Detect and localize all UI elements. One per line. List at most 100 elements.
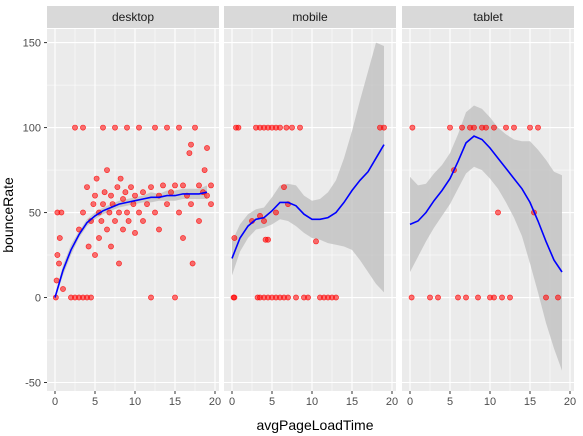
data-point [101,189,108,196]
facet-strip [47,6,219,28]
data-point [289,124,295,131]
panel-mobile: mobile 0 5 10 15 20 [224,6,398,408]
panel-desktop: desktop 0 5 10 15 20 [47,6,221,408]
facet-strip-label: desktop [112,10,154,24]
data-point [273,209,279,216]
x-tick-label: 0 [52,396,58,408]
data-point [408,294,415,301]
data-point [283,124,290,131]
data-point [56,260,62,267]
data-point [511,124,517,131]
data-point [277,124,283,131]
panel-background [47,29,219,391]
data-point [144,201,150,207]
data-point [112,124,118,131]
data-point [58,209,65,216]
data-point [140,189,146,196]
data-point [196,218,202,224]
data-point [455,294,461,301]
data-point [196,182,202,189]
data-point [80,124,86,131]
data-point [156,226,162,233]
data-point [475,294,481,301]
data-point [116,209,122,216]
data-point [72,124,78,131]
data-point [172,182,178,189]
x-axis-title: avgPageLoadTime [256,417,373,433]
data-point [188,141,194,148]
data-point [132,192,138,199]
data-point [435,294,441,301]
data-point [56,235,63,241]
smooth-line [54,191,208,298]
data-point [120,226,126,233]
y-tick-label: 150 [23,38,41,50]
facet-strip [402,6,574,28]
data-point [130,201,137,207]
data-point [507,294,513,301]
data-point [281,184,287,190]
data-point [265,236,271,243]
data-point [297,124,303,131]
data-point [128,184,134,190]
data-point [285,294,291,301]
data-point [124,209,130,216]
data-point [495,209,501,216]
data-point [108,192,114,199]
data-point [164,201,170,207]
data-point [261,218,267,224]
data-point [132,229,138,236]
data-point [535,124,541,131]
data-point [491,294,497,301]
y-tick-label: 100 [23,123,41,135]
data-point [124,124,130,131]
data-point [313,238,319,245]
data-point [114,184,121,190]
x-tick-label: 0 [229,396,235,408]
facet-strip-label: tablet [473,10,503,24]
data-point [84,184,90,190]
data-point [168,189,174,196]
x-tick-label: 20 [209,396,221,408]
data-point [235,124,242,131]
y-axis-title: bounceRate [0,177,16,253]
data-point [98,218,105,224]
data-point [333,294,339,301]
data-point [204,192,210,199]
data-point [152,209,158,216]
x-tick-label: 15 [346,396,358,408]
data-point [180,182,186,189]
x-tick-label: 10 [129,396,141,408]
data-point [93,175,100,182]
data-point [53,277,60,284]
data-point [208,201,214,207]
data-point [409,124,416,131]
data-point [80,209,86,216]
data-point [381,124,387,131]
x-tick-label: 15 [524,396,536,408]
data-point [483,124,489,131]
y-tick-label: 50 [29,208,41,220]
data-point [503,124,509,131]
data-point [172,294,178,301]
data-point [152,124,158,131]
data-point [201,167,208,173]
x-tick-label: 0 [407,396,413,408]
data-point [120,196,126,202]
x-tick-label: 20 [564,396,576,408]
x-tick-label: 10 [484,396,496,408]
x-tick-label: 5 [447,396,453,408]
data-point [231,235,238,241]
data-point [471,124,477,131]
data-point [125,218,132,224]
data-point [447,124,453,131]
data-point [96,235,102,241]
data-point [88,294,94,301]
facet-strip-label: mobile [292,10,328,24]
data-point [543,294,549,301]
data-point [117,175,124,182]
data-point [122,189,129,196]
data-point [180,235,186,241]
data-point [100,124,106,131]
